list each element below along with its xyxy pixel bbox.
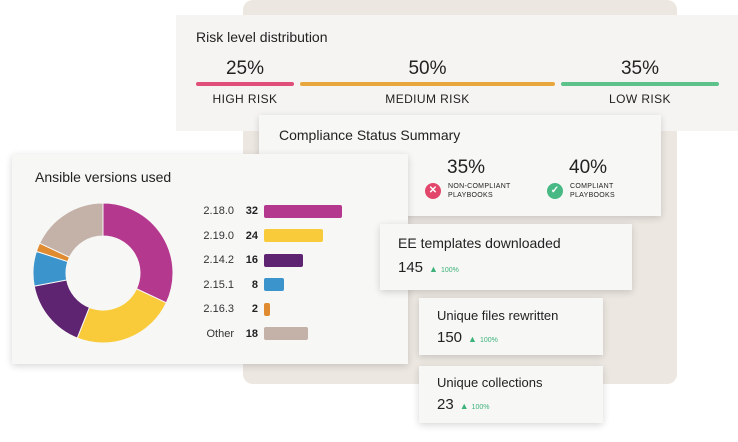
risk-medium-bar [300,82,555,86]
compliant-label: COMPLIANT PLAYBOOKS [570,183,615,199]
version-label: 2.15.1 [203,278,234,291]
noncompliant-label: NON-COMPLIANT PLAYBOOKS [448,183,511,199]
compliant-percent: 40% [569,157,608,178]
version-label: Other [206,327,234,340]
unique-files-card[interactable]: Unique files rewritten 150 ▲ 100% [419,298,603,355]
version-bar [264,204,342,218]
version-count: 32 [245,205,258,217]
donut-slice[interactable] [33,279,91,339]
ansible-card-title: Ansible versions used [35,169,172,185]
version-bar [264,229,323,242]
risk-low-bar [561,82,719,86]
version-label: 2.19.0 [203,229,234,242]
version-count: 18 [245,327,258,340]
risk-medium-label: MEDIUM RISK [385,92,470,106]
unique-files-value-row: 150 ▲ 100% [437,329,498,346]
risk-high-label: HIGH RISK [212,92,278,106]
risk-low-percent: 35% [620,58,660,79]
x-circle-icon: ✕ [425,183,441,199]
version-label: 2.18.0 [203,205,234,217]
risk-low-label: LOW RISK [609,92,671,106]
version-label: 2.14.2 [203,254,234,266]
trend-up-icon: ▲ [459,401,469,411]
unique-files-delta: 100% [479,337,498,344]
compliant-stat[interactable]: 40% ✓ COMPLIANT PLAYBOOKS [547,157,626,200]
version-bar-row[interactable]: 2.15.1 8 [192,277,284,293]
version-count: 2 [251,303,258,315]
unique-collections-value: 23 [437,396,454,413]
risk-distribution-card: Risk level distribution 25% HIGH RISK 50… [176,15,738,131]
ee-templates-value: 145 [398,259,424,276]
unique-collections-card[interactable]: Unique collections 23 ▲ 100% [419,366,603,423]
risk-high-bar [196,82,294,86]
check-circle-icon: ✓ [547,183,563,199]
version-bar-row[interactable]: Other 18 [192,326,308,342]
version-bar [264,253,303,267]
version-count: 8 [251,278,258,291]
unique-collections-delta: 100% [471,404,490,411]
donut-slice[interactable] [76,288,168,344]
version-bar [264,302,270,316]
ee-templates-title: EE templates downloaded [398,235,561,251]
unique-collections-title: Unique collections [437,375,543,390]
ee-templates-value-row: 145 ▲ 100% [398,259,459,276]
ansible-versions-donut-chart [32,202,174,344]
version-bar-row[interactable]: 2.18.0 32 [192,203,342,219]
version-bar-row[interactable]: 2.19.0 24 [192,228,323,244]
noncompliant-percent: 35% [447,157,486,178]
risk-medium-percent: 50% [408,58,447,79]
unique-files-title: Unique files rewritten [437,308,559,323]
ee-templates-card[interactable]: EE templates downloaded 145 ▲ 100% [380,224,632,290]
version-bar [264,327,308,340]
trend-up-icon: ▲ [429,264,438,274]
version-bar-row[interactable]: 2.14.2 16 [192,252,303,268]
version-bar-row[interactable]: 2.16.3 2 [192,301,270,317]
version-count: 16 [245,254,258,266]
compliance-card-title: Compliance Status Summary [279,127,461,143]
donut-slice[interactable] [102,202,174,304]
version-bar [264,278,284,291]
ee-templates-delta: 100% [440,267,459,274]
risk-segment-low[interactable]: 35% LOW RISK [561,59,719,106]
ansible-versions-card: Ansible versions used 2.18.0 32 2.19.0 24 2.… [12,154,408,364]
version-count: 24 [245,229,258,242]
noncompliant-stat[interactable]: 35% ✕ NON-COMPLIANT PLAYBOOKS [425,157,528,200]
unique-collections-value-row: 23 ▲ 100% [437,396,490,413]
donut-slice[interactable] [38,202,104,258]
risk-segment-medium[interactable]: 50% MEDIUM RISK [300,59,555,106]
risk-card-title: Risk level distribution [196,29,328,45]
trend-up-icon: ▲ [468,334,477,344]
version-label: 2.16.3 [203,303,234,315]
risk-high-percent: 25% [225,58,265,79]
unique-files-value: 150 [437,329,463,346]
risk-segment-high[interactable]: 25% HIGH RISK [196,59,294,106]
